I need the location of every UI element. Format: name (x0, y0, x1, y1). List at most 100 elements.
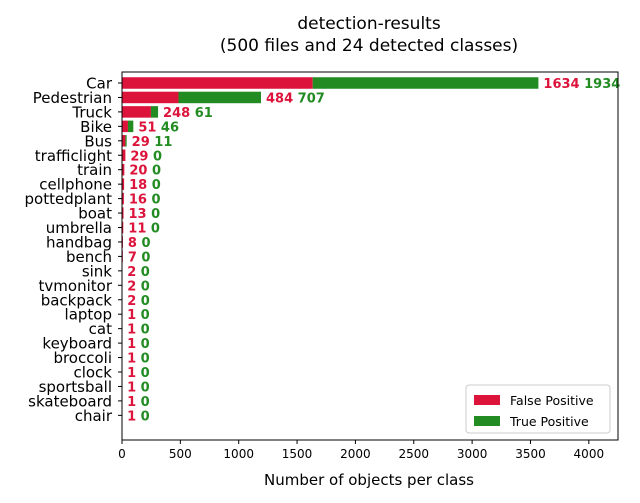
y-tick-label: train (77, 161, 112, 179)
data-label-fp: 1 (127, 409, 136, 424)
data-label-fp: 2 (127, 294, 136, 309)
y-tick-label: Truck (71, 103, 112, 121)
data-label-fp: 484 (266, 91, 293, 106)
x-tick-label: 2500 (398, 447, 429, 461)
data-label: 1 0 (127, 323, 150, 338)
y-tick-label: Bike (80, 118, 112, 136)
data-label-fp: 1 (127, 323, 136, 338)
y-tick-label: umbrella (46, 219, 112, 237)
data-label: 8 0 (128, 236, 151, 251)
bar-fp-10 (122, 221, 124, 234)
data-label: 7 0 (128, 250, 151, 265)
data-label-fp: 29 (130, 149, 148, 164)
data-label-fp: 7 (128, 250, 137, 265)
data-label: 1634 1934 (543, 77, 620, 92)
legend-swatch (474, 395, 500, 405)
data-label-fp: 1 (127, 352, 136, 367)
y-tick-label: pottedplant (25, 190, 113, 208)
data-label-tp: 11 (150, 135, 173, 150)
data-label-fp: 1 (127, 308, 136, 323)
y-tick-label: broccoli (53, 349, 112, 367)
data-label-tp: 0 (136, 380, 150, 395)
data-label: 2 0 (127, 294, 150, 309)
x-tick-label: 2000 (340, 447, 371, 461)
legend: False Positive True Positive (465, 384, 611, 434)
x-tick-label: 4000 (574, 447, 605, 461)
x-tick-label: 3000 (457, 447, 488, 461)
bar-fp-6 (122, 163, 125, 176)
data-label: 2 0 (127, 279, 150, 294)
y-tick-label: Bus (84, 132, 112, 150)
data-label-fp: 11 (128, 222, 146, 237)
data-label: 16 0 (129, 193, 161, 208)
data-label: 20 0 (129, 164, 161, 179)
data-label-tp: 0 (136, 395, 150, 410)
data-label-fp: 29 (132, 135, 150, 150)
data-label-tp: 0 (147, 178, 161, 193)
data-label: 11 0 (128, 222, 160, 237)
bar-fp-5 (122, 149, 126, 161)
y-tick-label: trafficlight (35, 147, 112, 165)
data-label: 29 0 (130, 149, 162, 164)
y-tick-label: sportsball (39, 378, 112, 396)
data-label-fp: 20 (129, 164, 147, 179)
x-tick-label: 1000 (223, 447, 254, 461)
data-label-tp: 0 (146, 222, 160, 237)
data-label-tp: 0 (137, 250, 151, 265)
x-tick-label: 0 (118, 447, 126, 461)
data-label-tp: 0 (147, 193, 161, 208)
data-label: 2 0 (127, 265, 150, 280)
y-tick-label: skateboard (28, 392, 112, 410)
y-tick-label: cat (89, 320, 112, 338)
x-tick-label: 1500 (282, 447, 313, 461)
bar-fp-3 (122, 120, 128, 133)
bar-tp-2 (150, 106, 159, 118)
bar-fp-1 (122, 91, 179, 104)
bar-fp-4 (122, 135, 126, 147)
data-label: 13 0 (129, 207, 161, 222)
data-label: 1 0 (127, 366, 150, 381)
y-tick-label: keyboard (42, 335, 112, 353)
y-tick-label: Car (86, 75, 113, 93)
data-label-tp: 0 (136, 352, 150, 367)
x-tick-label: 500 (169, 447, 192, 461)
data-label-tp: 0 (136, 265, 150, 280)
data-label-tp: 0 (147, 164, 161, 179)
y-tick-label: backpack (41, 291, 113, 309)
data-label: 18 0 (129, 178, 161, 193)
y-tick-label: handbag (46, 233, 112, 251)
data-label-tp: 0 (147, 207, 161, 222)
data-label-tp: 0 (136, 294, 150, 309)
bar-fp-7 (122, 178, 125, 190)
data-label-tp: 0 (148, 149, 162, 164)
data-label-fp: 1 (127, 395, 136, 410)
data-label-tp: 1934 (580, 77, 621, 92)
data-label-fp: 8 (128, 236, 137, 251)
bar-fp-2 (122, 106, 151, 118)
data-label: 1 0 (127, 395, 150, 410)
data-label-tp: 0 (136, 409, 150, 424)
data-label-fp: 16 (129, 193, 147, 208)
y-tick-label: chair (75, 407, 113, 425)
y-tick-label: bench (66, 248, 112, 266)
data-label-tp: 707 (293, 91, 325, 106)
data-label: 1 0 (127, 337, 150, 352)
data-label-fp: 2 (127, 265, 136, 280)
data-label-fp: 1 (127, 337, 136, 352)
x-axis-label: Number of objects per class (264, 471, 474, 489)
data-label-tp: 46 (156, 120, 179, 135)
y-tick-label: laptop (65, 306, 112, 324)
data-label-tp: 0 (136, 308, 150, 323)
data-label-fp: 18 (129, 178, 147, 193)
chart-subtitle: (500 files and 24 detected classes) (220, 36, 518, 56)
data-label: 1 0 (127, 409, 150, 424)
y-tick-label: tvmonitor (39, 277, 113, 295)
legend-box (465, 384, 611, 434)
plot-area: Car 1634 1934 Pedestrian 484 707 Truck 248 61… (25, 71, 620, 461)
data-label-fp: 51 (138, 120, 156, 135)
data-label: 1 0 (127, 380, 150, 395)
bar-fp-9 (122, 207, 124, 219)
data-label: 1 0 (127, 352, 150, 367)
y-tick-label: clock (73, 364, 112, 382)
legend-label: True Positive (509, 414, 589, 429)
